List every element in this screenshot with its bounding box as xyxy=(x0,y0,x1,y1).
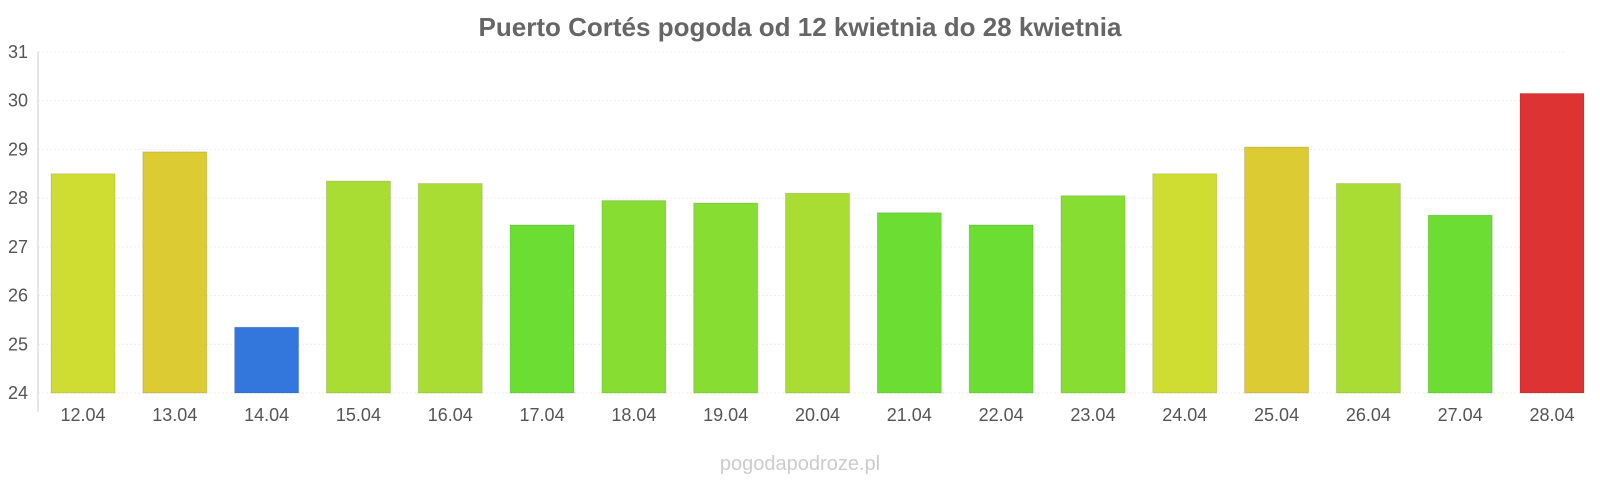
watermark: pogodapodroze.pl xyxy=(720,453,880,475)
y-tick-label: 24 xyxy=(8,383,28,403)
bar-19.04 xyxy=(693,202,759,394)
y-tick-label: 31 xyxy=(8,42,28,62)
bar-22.04 xyxy=(968,224,1034,394)
bar-15.04 xyxy=(325,180,391,394)
bar-17.04 xyxy=(509,224,575,394)
x-tick-label: 17.04 xyxy=(520,405,565,425)
x-tick-label: 26.04 xyxy=(1346,405,1391,425)
bar-20.04 xyxy=(785,192,850,394)
y-tick-label: 28 xyxy=(8,188,28,208)
y-tick-label: 26 xyxy=(8,286,28,306)
x-axis-ticks: 12.04 13.04 14.04 15.04 16.04 17.04 18.04 19.04… xyxy=(60,405,1574,425)
y-tick-label: 25 xyxy=(8,334,28,354)
x-tick-label: 27.04 xyxy=(1438,405,1483,425)
x-tick-label: 24.04 xyxy=(1162,405,1207,425)
y-axis-ticks: 24 25 26 27 28 29 30 31 xyxy=(8,42,28,403)
x-tick-label: 12.04 xyxy=(60,405,105,425)
y-tick-label: 29 xyxy=(8,139,28,159)
x-tick-label: 16.04 xyxy=(428,405,473,425)
bar-24.04 xyxy=(1152,173,1218,394)
y-tick-label: 30 xyxy=(8,91,28,111)
x-tick-label: 19.04 xyxy=(703,405,748,425)
x-tick-label: 13.04 xyxy=(152,405,197,425)
bar-18.04 xyxy=(601,200,667,394)
x-tick-label: 21.04 xyxy=(887,405,932,425)
x-tick-label: 25.04 xyxy=(1254,405,1299,425)
x-tick-label: 15.04 xyxy=(336,405,381,425)
bar-28.04 xyxy=(1519,92,1585,394)
x-tick-label: 23.04 xyxy=(1070,405,1115,425)
bar-13.04 xyxy=(142,151,208,394)
bars xyxy=(50,92,1585,394)
x-tick-label: 28.04 xyxy=(1529,405,1574,425)
bar-26.04 xyxy=(1335,183,1401,394)
bar-12.04 xyxy=(50,173,116,394)
bar-25.04 xyxy=(1244,146,1310,394)
y-tick-label: 27 xyxy=(8,237,28,257)
chart-title: Puerto Cortés pogoda od 12 kwietnia do 2… xyxy=(479,12,1122,42)
bar-14.04 xyxy=(234,326,300,394)
grid-layer xyxy=(38,51,1565,394)
x-tick-label: 20.04 xyxy=(795,405,840,425)
bar-21.04 xyxy=(876,212,942,394)
x-tick-label: 22.04 xyxy=(979,405,1024,425)
x-tick-label: 18.04 xyxy=(611,405,656,425)
bar-16.04 xyxy=(417,183,483,394)
bar-27.04 xyxy=(1427,214,1493,394)
x-tick-label: 14.04 xyxy=(244,405,289,425)
bar-23.04 xyxy=(1060,195,1126,394)
